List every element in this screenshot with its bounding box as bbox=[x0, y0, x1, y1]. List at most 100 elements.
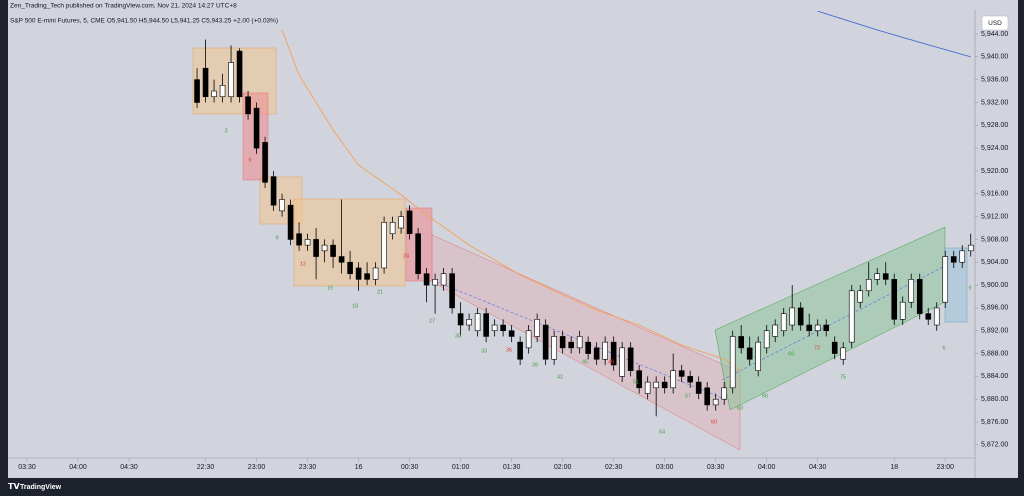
y-tick-label: 5,904.00 bbox=[981, 259, 1008, 266]
ma-line bbox=[817, 10, 971, 58]
x-tick-label: 04:30 bbox=[809, 464, 827, 471]
x-tick-label: 02:00 bbox=[554, 464, 572, 471]
candle-body bbox=[415, 233, 421, 274]
candle-body bbox=[712, 398, 719, 406]
brand-name[interactable]: TradingView bbox=[20, 484, 62, 491]
candle-body bbox=[551, 336, 557, 360]
x-tick-label: 01:30 bbox=[503, 464, 521, 471]
candle-body bbox=[211, 90, 217, 98]
candle-body bbox=[219, 85, 226, 98]
count-label: 12 bbox=[300, 261, 306, 267]
y-tick-label: 5,940.00 bbox=[981, 54, 1008, 61]
x-tick-label: 23:30 bbox=[299, 464, 317, 471]
candle-body bbox=[610, 341, 617, 366]
y-tick-label: 5,936.00 bbox=[981, 76, 1008, 83]
candle-body bbox=[687, 376, 693, 383]
chart-background bbox=[8, 0, 1018, 478]
candle-body bbox=[670, 370, 676, 389]
count-label: 6 bbox=[248, 157, 251, 163]
candle-body bbox=[245, 96, 251, 115]
candle-body bbox=[304, 239, 311, 246]
candle-body bbox=[755, 341, 761, 371]
candle-body bbox=[474, 313, 481, 332]
count-label: 60 bbox=[711, 419, 717, 425]
y-tick-label: 5,916.00 bbox=[981, 191, 1008, 198]
count-label: 54 bbox=[659, 429, 665, 435]
y-tick-label: 5,944.00 bbox=[981, 31, 1008, 38]
x-tick-label: 01:00 bbox=[452, 464, 470, 471]
candle-body bbox=[432, 279, 438, 286]
candle-body bbox=[602, 341, 608, 360]
count-label: 21 bbox=[377, 289, 383, 295]
candle-body bbox=[534, 319, 540, 337]
candle-body bbox=[517, 341, 523, 360]
count-label: 6 bbox=[942, 345, 945, 351]
candle-body bbox=[806, 324, 813, 332]
candle-body bbox=[338, 256, 345, 263]
candle-body bbox=[576, 336, 583, 349]
candle-body bbox=[721, 387, 727, 400]
candle-body bbox=[738, 336, 744, 349]
candle-body bbox=[321, 244, 328, 252]
footer-bar bbox=[0, 478, 1024, 496]
candle-body bbox=[831, 341, 838, 354]
candle-body bbox=[313, 239, 319, 257]
candle-body bbox=[398, 216, 404, 229]
candle-body bbox=[585, 341, 591, 354]
candle-body bbox=[704, 387, 710, 406]
brand-mark: 𝗧𝗩 bbox=[8, 482, 20, 491]
candle-body bbox=[848, 290, 855, 343]
candle-body bbox=[381, 222, 387, 269]
candle-body bbox=[967, 244, 974, 252]
candle-body bbox=[491, 324, 498, 332]
candle-body bbox=[780, 313, 787, 332]
candle-body bbox=[653, 381, 659, 389]
candle-body bbox=[865, 279, 872, 292]
x-tick-label: 02:30 bbox=[605, 464, 623, 471]
candle-body bbox=[228, 62, 234, 98]
y-tick-label: 5,880.00 bbox=[981, 396, 1008, 403]
count-label: 63 bbox=[737, 405, 743, 411]
y-tick-label: 5,900.00 bbox=[981, 282, 1008, 289]
count-label: 48 bbox=[608, 359, 614, 365]
candle-body bbox=[636, 370, 642, 389]
candle-body bbox=[772, 324, 778, 337]
candle-body bbox=[891, 279, 898, 320]
candle-body bbox=[330, 244, 336, 257]
candle-body bbox=[466, 319, 472, 326]
candle-body bbox=[202, 67, 209, 98]
candle-body bbox=[483, 313, 489, 337]
y-tick-label: 5,884.00 bbox=[981, 373, 1008, 380]
candle-body bbox=[389, 222, 396, 235]
symbol-line: S&P 500 E-mini Futures, 5, CME O5,941.50… bbox=[10, 18, 278, 25]
candle-body bbox=[763, 330, 770, 349]
count-label: 9 bbox=[968, 285, 971, 291]
y-tick-label: 5,928.00 bbox=[981, 122, 1008, 129]
count-label: 57 bbox=[685, 393, 691, 399]
count-label: 39 bbox=[532, 362, 538, 368]
candle-body bbox=[789, 307, 796, 326]
candle-body bbox=[296, 233, 302, 246]
x-tick-label: 03:30 bbox=[18, 464, 36, 471]
candle-body bbox=[925, 313, 932, 320]
candle-body bbox=[627, 347, 634, 371]
count-label: 9 bbox=[275, 235, 278, 241]
candle-body bbox=[406, 210, 413, 235]
count-label: 18 bbox=[352, 303, 358, 309]
candle-body bbox=[372, 267, 379, 280]
candle-body bbox=[644, 381, 651, 394]
currency-button[interactable] bbox=[981, 15, 1009, 31]
y-tick-label: 5,932.00 bbox=[981, 99, 1008, 106]
count-label: 3 bbox=[224, 128, 227, 134]
x-tick-label: 03:30 bbox=[707, 464, 725, 471]
count-label: 45 bbox=[582, 359, 588, 365]
y-tick-label: 5,908.00 bbox=[981, 236, 1008, 243]
candle-body bbox=[729, 336, 736, 389]
candle-body bbox=[500, 324, 506, 332]
x-tick-label: 04:00 bbox=[69, 464, 87, 471]
candle-body bbox=[746, 347, 753, 360]
y-tick-label: 5,896.00 bbox=[981, 305, 1008, 312]
candle-body bbox=[933, 307, 940, 326]
candle-body bbox=[423, 273, 430, 286]
